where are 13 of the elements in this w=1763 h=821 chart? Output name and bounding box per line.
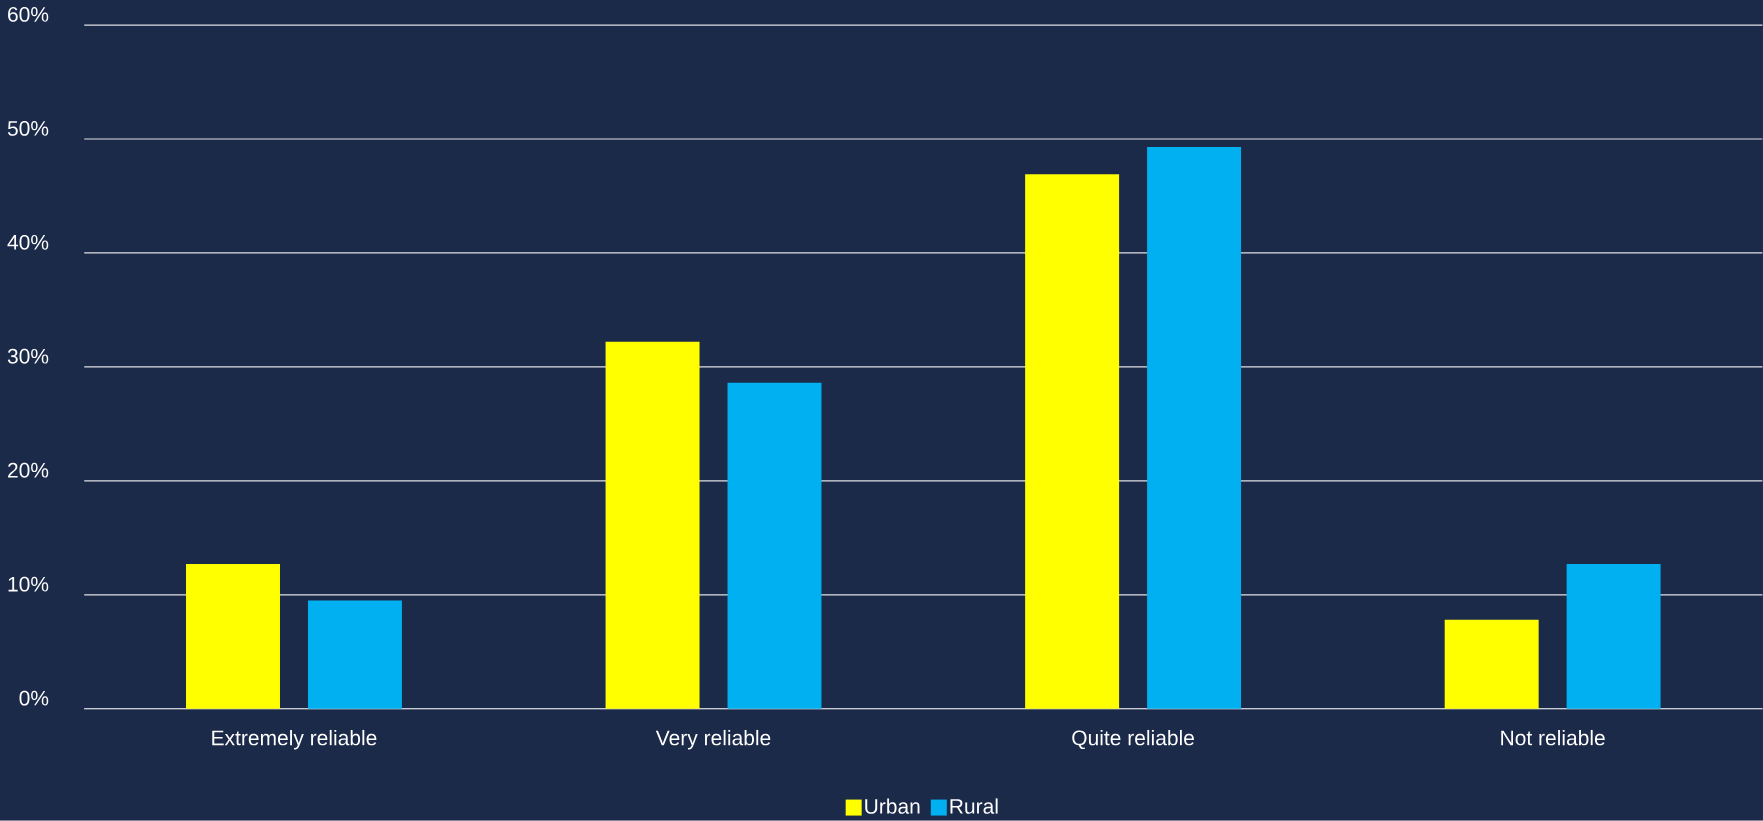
legend-label: Rural — [950, 798, 998, 814]
legend-label: Urban — [865, 798, 920, 814]
y-tick-label: 60% — [8, 7, 49, 22]
x-tick-label: Not reliable — [1501, 730, 1605, 746]
y-tick-label: 10% — [8, 576, 49, 592]
x-tick-label: Very reliable — [655, 730, 771, 750]
x-tick-label: Quite reliable — [1072, 730, 1194, 750]
y-tick-label: 40% — [7, 235, 49, 250]
y-tick-label: 50% — [7, 121, 49, 136]
x-tick-label: Extremely reliable — [212, 730, 377, 750]
y-tick-label: 20% — [8, 462, 49, 478]
y-tick-label: 0% — [19, 690, 49, 706]
y-tick-label: 30% — [7, 348, 49, 364]
